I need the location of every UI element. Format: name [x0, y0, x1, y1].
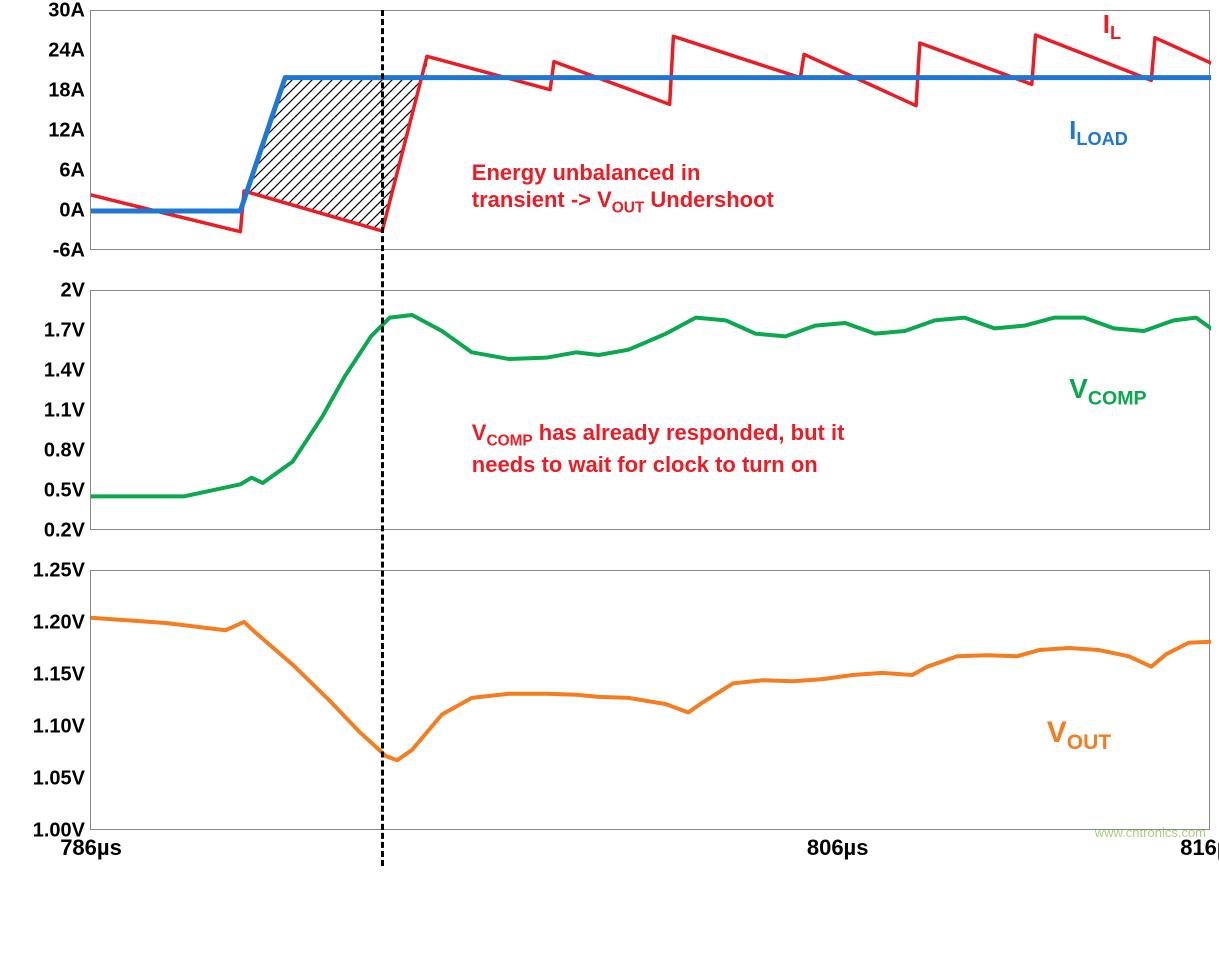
- x-tick-label: 816µs: [1180, 829, 1219, 861]
- y-tick-label: 1.25V: [33, 560, 91, 583]
- y-tick-label: 1.7V: [44, 320, 91, 343]
- series-label: IL: [1103, 9, 1121, 44]
- y-tick-label: 6A: [59, 160, 91, 183]
- y-tick-label: 1.1V: [44, 400, 91, 423]
- y-tick-label: 0A: [59, 200, 91, 223]
- x-tick-label: 806µs: [807, 829, 869, 861]
- series-VOUT: [91, 618, 1211, 760]
- series-label: VOUT: [1047, 716, 1111, 755]
- x-tick-label: 786µs: [60, 829, 122, 861]
- y-tick-label: 0.2V: [44, 520, 91, 543]
- y-tick-label: 2V: [61, 280, 91, 303]
- annotation-text: Energy unbalanced intransient -> VOUT Un…: [472, 159, 774, 218]
- series-label: VCOMP: [1069, 373, 1146, 411]
- event-marker-line: [381, 10, 384, 866]
- y-tick-label: 30A: [48, 0, 91, 23]
- y-tick-label: 0.5V: [44, 480, 91, 503]
- y-tick-label: 18A: [48, 80, 91, 103]
- plot-svg: [91, 571, 1211, 831]
- annotation-text: VCOMP has already responded, but itneeds…: [472, 419, 845, 478]
- y-tick-label: 12A: [48, 120, 91, 143]
- chart-panel-1: -6A0A6A12A18A24A30AILILOADEnergy unbalan…: [10, 10, 1210, 250]
- y-tick-label: 1.10V: [33, 716, 91, 739]
- y-tick-label: 1.20V: [33, 612, 91, 635]
- hatched-region: [244, 56, 427, 231]
- y-tick-label: 24A: [48, 40, 91, 63]
- plot-svg: [91, 291, 1211, 531]
- plot-area: -6A0A6A12A18A24A30AILILOADEnergy unbalan…: [90, 10, 1210, 250]
- chart-stack: -6A0A6A12A18A24A30AILILOADEnergy unbalan…: [10, 10, 1210, 870]
- y-tick-label: 0.8V: [44, 440, 91, 463]
- series-label: ILOAD: [1069, 115, 1128, 150]
- y-tick-label: -6A: [53, 240, 91, 263]
- chart-panel-3: 1.00V1.05V1.10V1.15V1.20V1.25VVOUT786µs8…: [10, 570, 1210, 830]
- y-tick-label: 1.05V: [33, 768, 91, 791]
- plot-area: 1.00V1.05V1.10V1.15V1.20V1.25VVOUT786µs8…: [90, 570, 1210, 830]
- chart-panel-2: 0.2V0.5V0.8V1.1V1.4V1.7V2VVCOMPVCOMP has…: [10, 290, 1210, 530]
- plot-area: 0.2V0.5V0.8V1.1V1.4V1.7V2VVCOMPVCOMP has…: [90, 290, 1210, 530]
- y-tick-label: 1.4V: [44, 360, 91, 383]
- y-tick-label: 1.15V: [33, 664, 91, 687]
